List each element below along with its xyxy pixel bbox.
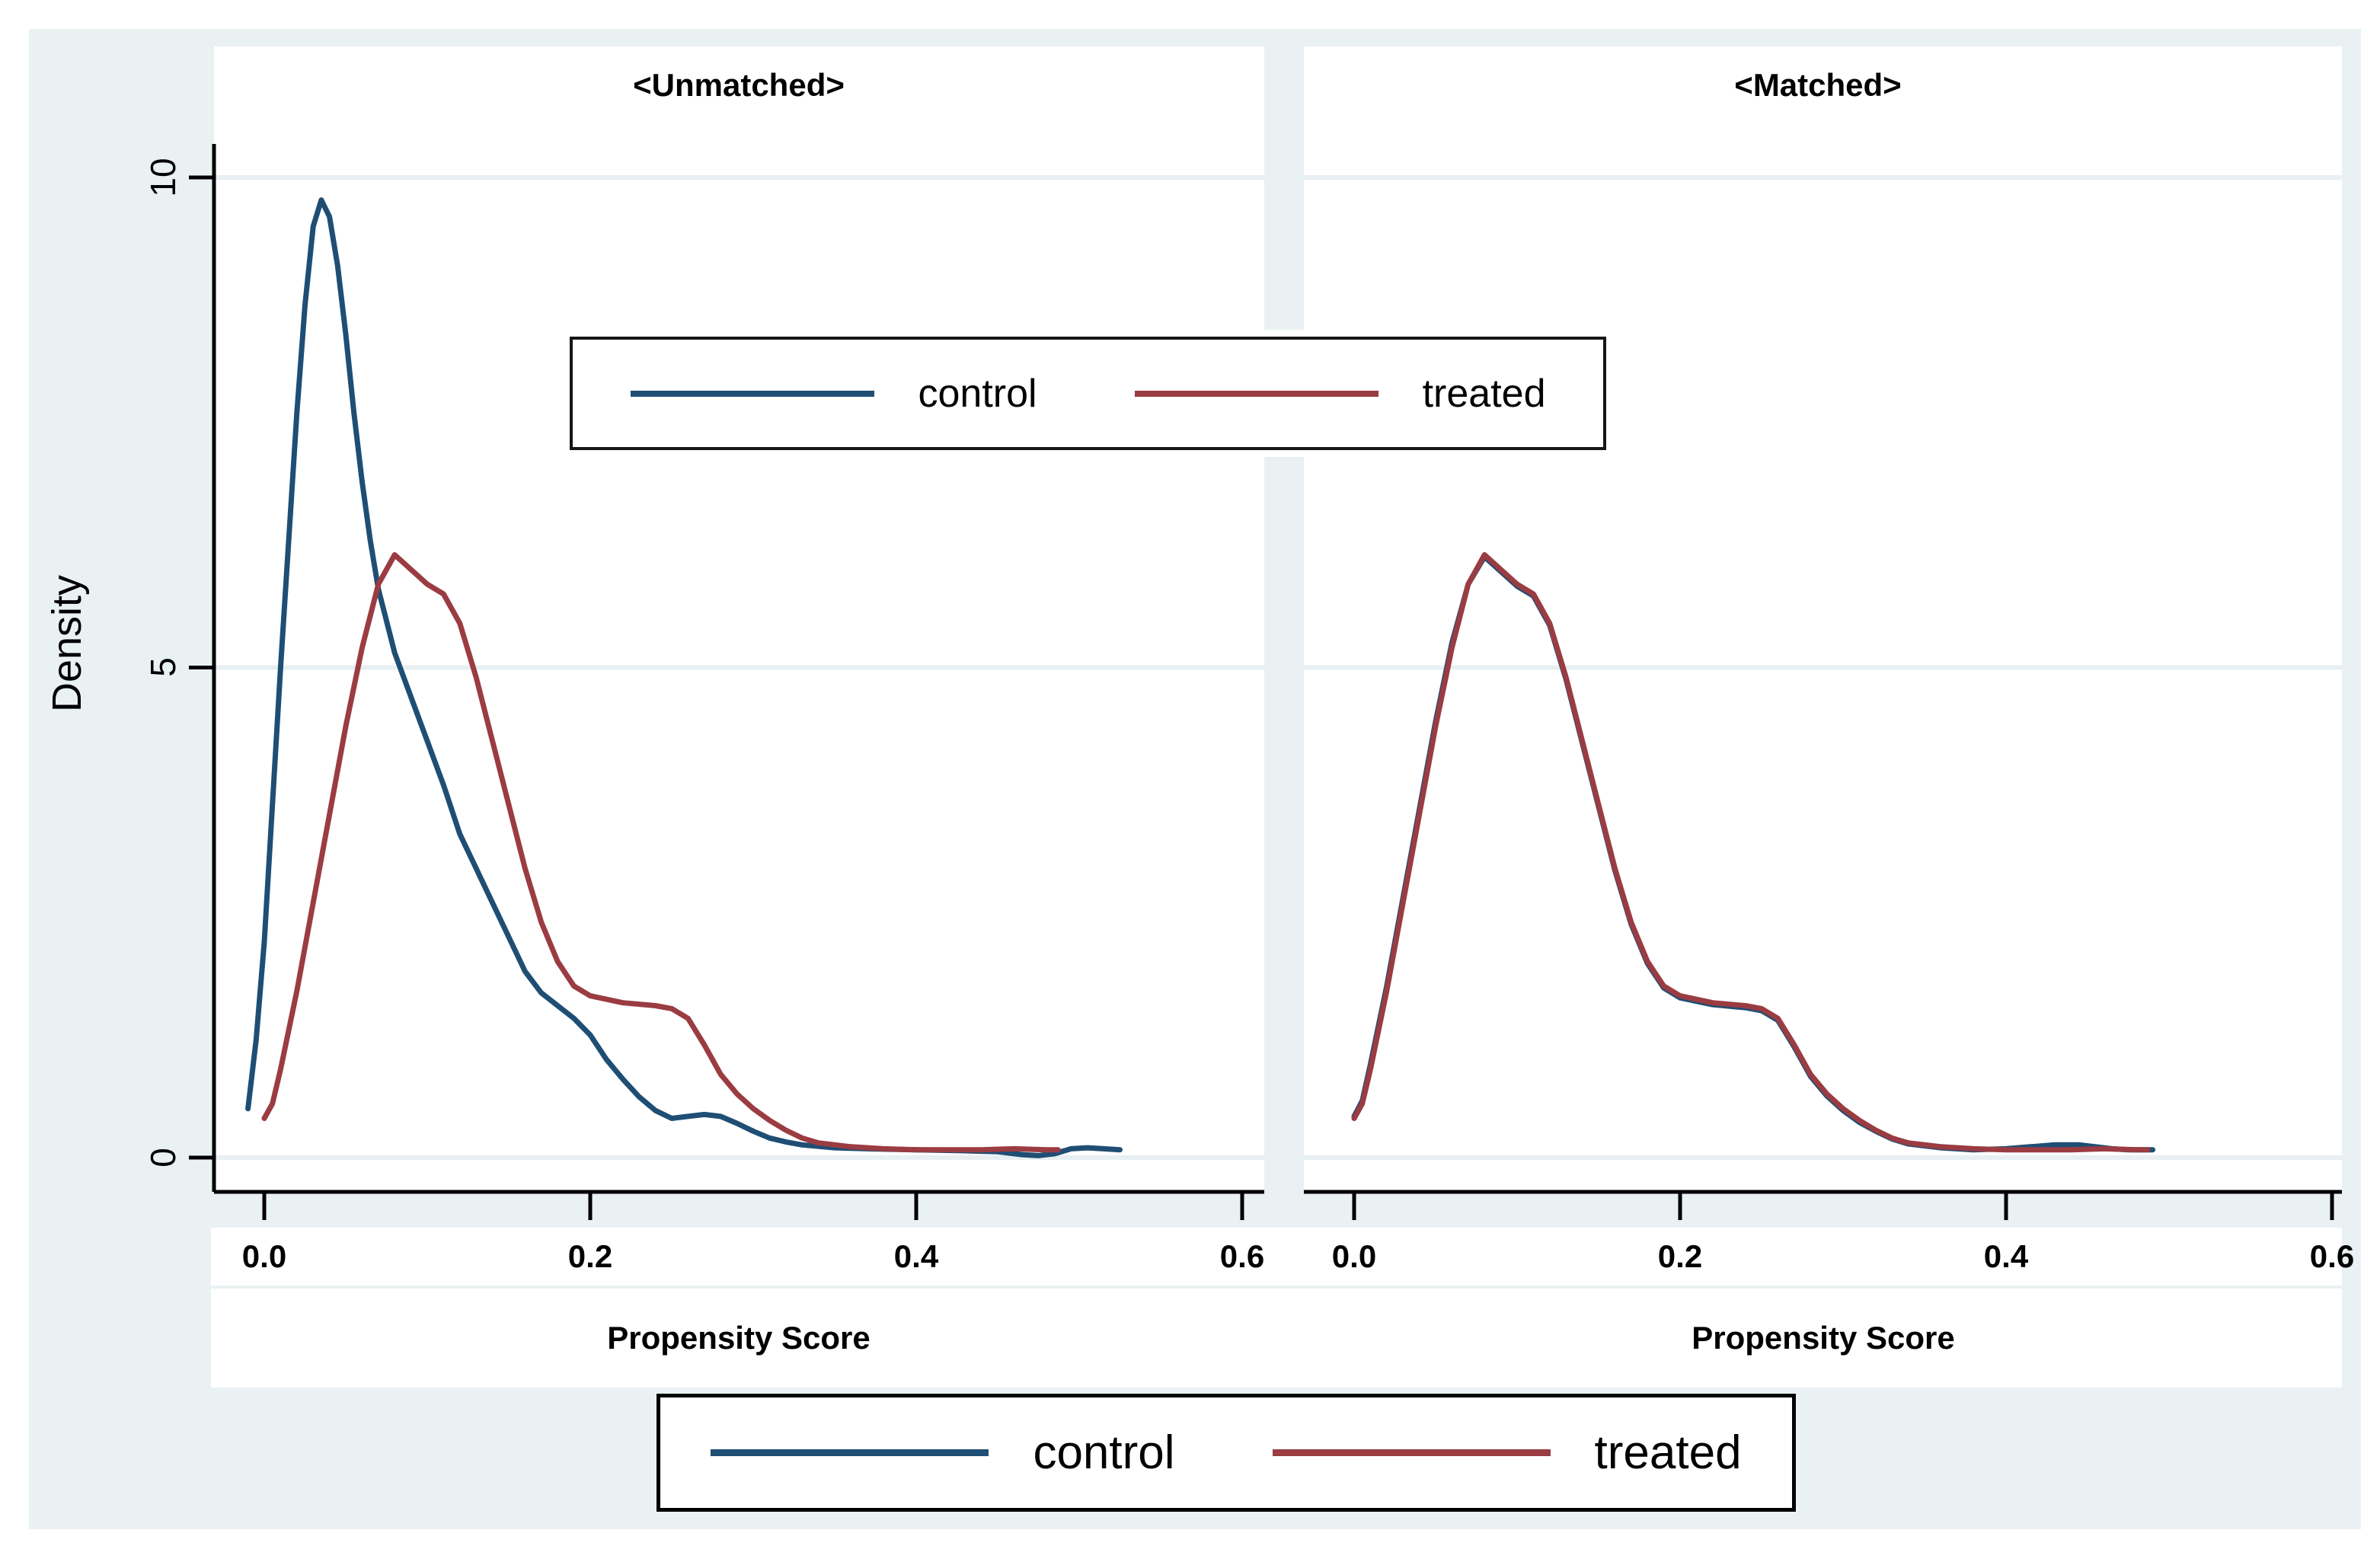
x-tick-unmatched-0.0: 0.0: [241, 1238, 287, 1274]
legend-treated-line-swatch: [1272, 1449, 1551, 1456]
panel-unmatched-plotarea: [214, 46, 1264, 1192]
panel-title-unmatched: <Unmatched>: [633, 67, 845, 103]
y-tick-label-0: 0: [143, 1148, 183, 1167]
xtick-label-band: [211, 1228, 2342, 1286]
x-axis-title-matched: Propensity Score: [1692, 1320, 1955, 1356]
y-tick-label-10: 10: [143, 158, 183, 197]
x-axis-title-unmatched: Propensity Score: [607, 1320, 871, 1356]
x-tick-matched-0.0: 0.0: [1331, 1238, 1377, 1274]
legend-inner: control treated: [570, 337, 1606, 450]
legend-treated-label: treated: [1422, 371, 1546, 416]
legend-treated-line-swatch: [1134, 390, 1378, 397]
legend-control-line-swatch: [630, 390, 874, 397]
xaxis-title-band: [211, 1289, 2342, 1388]
x-tick-unmatched-0.4: 0.4: [893, 1238, 939, 1274]
x-tick-unmatched-0.2: 0.2: [567, 1238, 613, 1274]
x-tick-unmatched-0.6: 0.6: [1219, 1238, 1265, 1274]
legend-treated-label: treated: [1594, 1426, 1742, 1479]
y-axis-title: Density: [44, 574, 90, 713]
x-tick-matched-0.4: 0.4: [1983, 1238, 2029, 1274]
legend-bottom: control treated: [656, 1394, 1796, 1512]
panel-matched-plotarea: [1304, 46, 2342, 1192]
x-tick-matched-0.6: 0.6: [2309, 1238, 2355, 1274]
y-tick-label-5: 5: [143, 657, 183, 677]
legend-control-label: control: [918, 371, 1037, 416]
legend-control-label: control: [1033, 1426, 1175, 1479]
panel-title-matched: <Matched>: [1734, 67, 1902, 103]
x-tick-matched-0.2: 0.2: [1657, 1238, 1703, 1274]
legend-control-line-swatch: [711, 1449, 989, 1456]
